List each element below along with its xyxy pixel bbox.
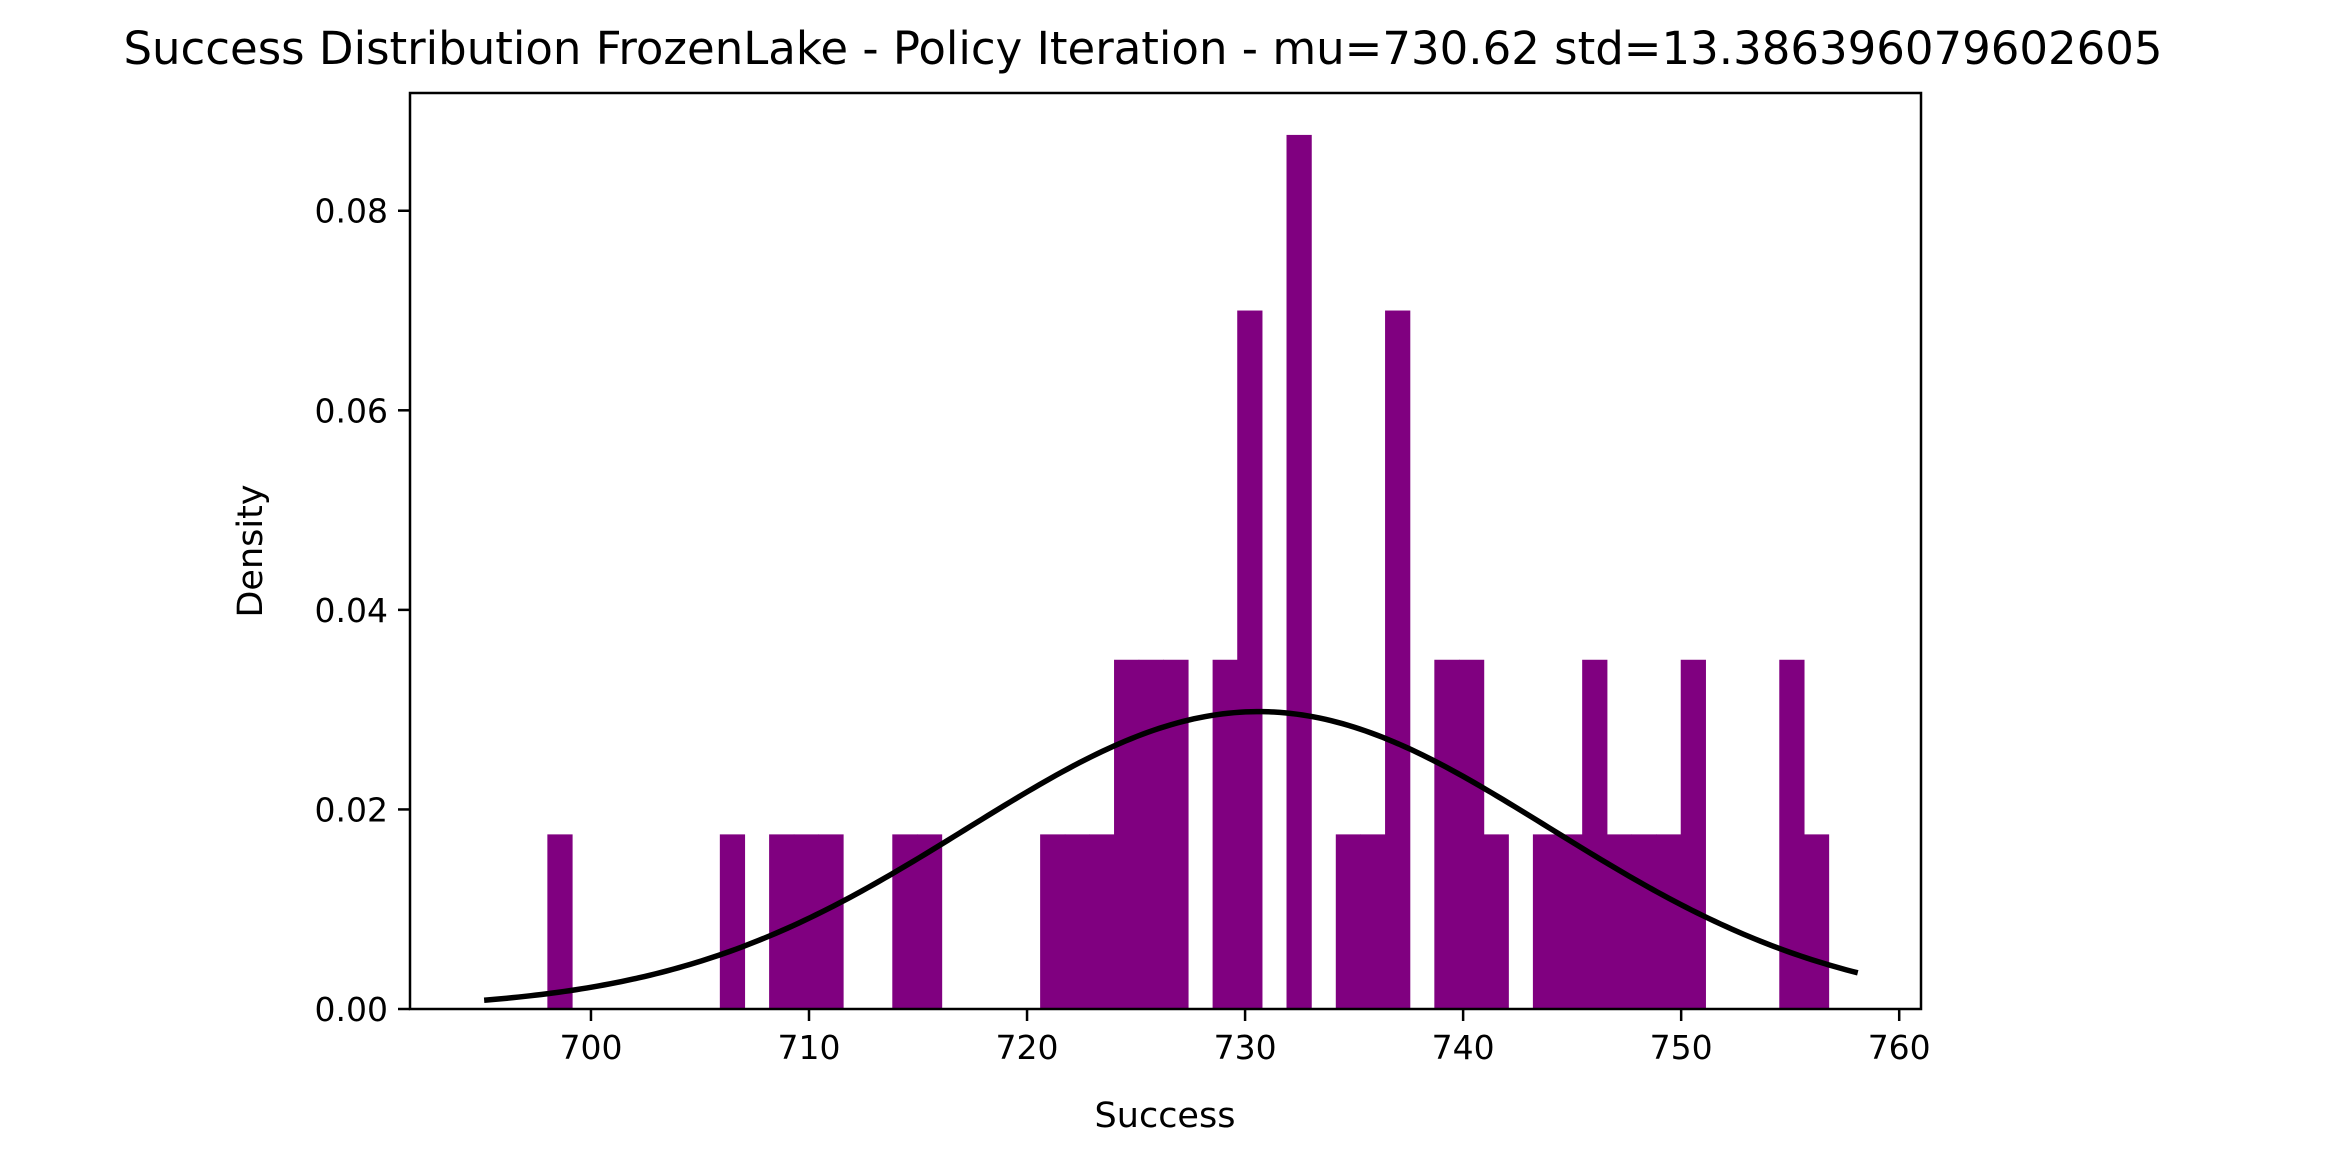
histogram-bar: [1163, 659, 1189, 1009]
histogram-bar: [1458, 659, 1485, 1009]
histogram-bar: [1089, 834, 1115, 1009]
x-axis-label: Success: [1095, 1096, 1236, 1136]
x-tick-label: 760: [1868, 1028, 1931, 1067]
x-tick-label: 710: [778, 1028, 841, 1067]
histogram-bar: [1360, 834, 1386, 1009]
histogram-bar: [1064, 834, 1091, 1009]
y-tick-label: 0.04: [315, 591, 388, 630]
histogram-bar: [1680, 659, 1706, 1009]
histogram-bars: [547, 134, 1830, 1009]
histogram-bar: [1803, 834, 1830, 1009]
histogram-bar: [1631, 834, 1657, 1009]
x-tick-label: 730: [1214, 1028, 1277, 1067]
histogram-bar: [1138, 659, 1164, 1009]
x-tick-label: 700: [559, 1028, 622, 1067]
x-tick-label: 720: [996, 1028, 1059, 1067]
y-tick-label: 0.08: [315, 192, 388, 231]
normal-fit-curve: [483, 708, 1859, 1003]
histogram-bar: [1286, 134, 1312, 1009]
chart-title: Success Distribution FrozenLake - Policy…: [123, 22, 2162, 75]
histogram-bar: [818, 834, 844, 1009]
y-tick-label: 0.06: [315, 391, 388, 430]
histogram-bar: [1237, 310, 1263, 1009]
histogram-bar: [1557, 834, 1583, 1009]
plot-area-frame: [408, 91, 1923, 1011]
histogram-bar: [1582, 659, 1608, 1009]
x-tick-label: 740: [1432, 1028, 1495, 1067]
histogram-bar: [1335, 834, 1362, 1009]
histogram-bar: [1212, 659, 1238, 1009]
y-tick-label: 0.02: [315, 790, 388, 829]
histogram-bar: [916, 834, 943, 1009]
histogram-bar: [1114, 659, 1140, 1009]
histogram-bar: [1040, 834, 1066, 1009]
x-axis: 700 710 720 730 740 750 760: [559, 1009, 1931, 1067]
histogram-bar: [719, 834, 746, 1009]
histogram-bar: [1606, 834, 1633, 1009]
histogram-bar: [1483, 834, 1509, 1009]
histogram-bar: [1532, 834, 1559, 1009]
y-axis-label: Density: [231, 484, 271, 617]
histogram-bar: [1656, 834, 1682, 1009]
histogram-bar: [547, 834, 573, 1009]
y-axis: 0.00 0.02 0.04 0.06 0.08: [315, 192, 410, 1029]
x-tick-label: 750: [1650, 1028, 1713, 1067]
histogram-bar: [1385, 310, 1411, 1009]
y-tick-label: 0.00: [315, 990, 388, 1029]
histogram-bar: [1434, 659, 1460, 1009]
histogram-bar: [769, 834, 795, 1009]
